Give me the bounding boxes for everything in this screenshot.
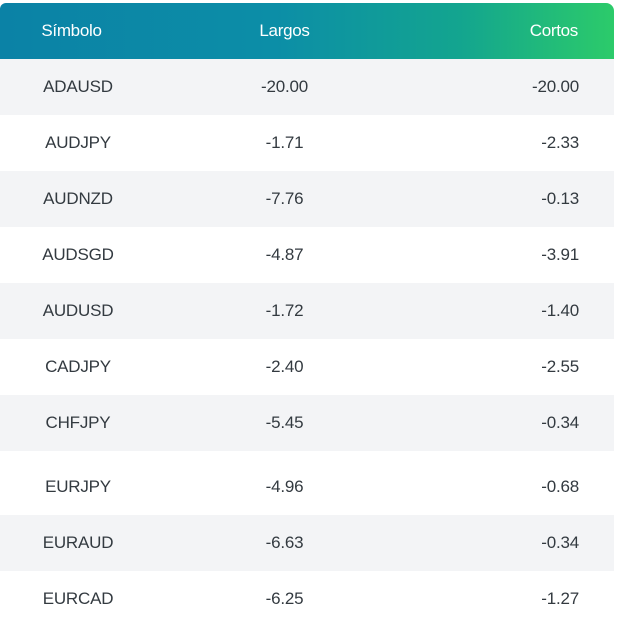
table-row: EURCAD -6.25 -1.27: [0, 571, 614, 627]
table-row: AUDJPY -1.71 -2.33: [0, 115, 614, 171]
cell-symbol: AUDNZD: [43, 189, 113, 208]
cell-short: -1.40: [541, 301, 579, 320]
cell-symbol: CADJPY: [45, 357, 111, 376]
cell-symbol: ADAUSD: [43, 77, 113, 96]
cell-long: -2.40: [265, 357, 304, 376]
cell-long: -4.96: [265, 477, 304, 496]
table-row: AUDSGD -4.87 -3.91: [0, 227, 614, 283]
cell-long: -7.76: [265, 189, 304, 208]
table-row: AUDNZD -7.76 -0.13: [0, 171, 614, 227]
cell-long: -6.63: [265, 533, 304, 552]
table-row: CADJPY -2.40 -2.55: [0, 339, 614, 395]
cell-symbol: AUDUSD: [42, 301, 114, 320]
cell-symbol: EURCAD: [42, 589, 114, 608]
cell-short: -0.34: [541, 413, 579, 432]
cell-long: -5.45: [265, 413, 304, 432]
cell-symbol: EURJPY: [45, 477, 111, 496]
cell-symbol: CHFJPY: [45, 413, 111, 432]
cell-symbol: EURAUD: [42, 533, 114, 552]
table-header: Símbolo Largos Cortos: [0, 3, 614, 59]
cell-long: -1.71: [265, 133, 304, 152]
cell-long: -4.87: [265, 245, 304, 264]
cell-short: -2.33: [541, 133, 579, 152]
header-symbol: Símbolo: [41, 21, 102, 40]
header-long: Largos: [259, 21, 310, 40]
cell-short: -0.13: [541, 189, 579, 208]
cell-long: -6.25: [265, 589, 304, 608]
table-row: ADAUSD -20.00 -20.00: [0, 59, 614, 115]
table-row: CHFJPY -5.45 -0.34: [0, 395, 614, 451]
table-row: EURJPY -4.96 -0.68: [0, 459, 614, 515]
cell-short: -0.68: [541, 477, 579, 496]
cell-short: -20.00: [531, 77, 579, 96]
cell-short: -2.55: [541, 357, 579, 376]
swap-rates-table: Símbolo Largos Cortos ADAUSD -20.00 -20.…: [0, 3, 614, 627]
cell-symbol: AUDJPY: [45, 133, 111, 152]
table-row: EURAUD -6.63 -0.34: [0, 515, 614, 571]
cell-long: -20.00: [260, 77, 308, 96]
cell-short: -1.27: [541, 589, 579, 608]
cell-long: -1.72: [265, 301, 304, 320]
cell-short: -3.91: [541, 245, 579, 264]
cell-symbol: AUDSGD: [42, 245, 114, 264]
table-row: AUDUSD -1.72 -1.40: [0, 283, 614, 339]
header-short: Cortos: [529, 21, 579, 40]
cell-short: -0.34: [541, 533, 579, 552]
